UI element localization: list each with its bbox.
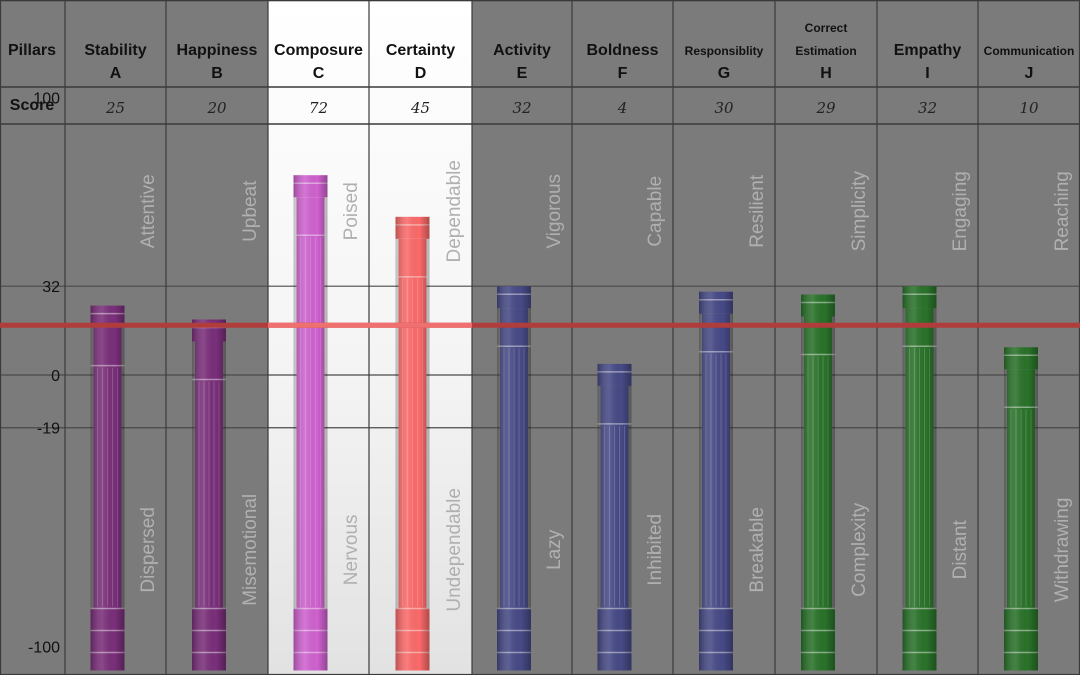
pillar-name-g: Responsiblity bbox=[685, 44, 764, 58]
pillar-letter-j: J bbox=[1025, 65, 1034, 82]
pillar-bar-i bbox=[902, 286, 937, 671]
positive-trait-i: Engaging bbox=[950, 171, 971, 251]
y-tick-label: -19 bbox=[37, 421, 60, 438]
score-h: 29 bbox=[815, 99, 836, 117]
header-table: Pillars Score Stability A 25 Happiness B 20 Comp… bbox=[8, 21, 1074, 117]
pillar-shading bbox=[192, 319, 226, 671]
pillar-letter-f: F bbox=[618, 65, 628, 82]
pillar-bars bbox=[90, 175, 1038, 671]
positive-trait-f: Capable bbox=[645, 176, 666, 247]
score-a: 25 bbox=[105, 99, 125, 117]
pillar-letter-i: I bbox=[925, 65, 929, 82]
pillar-name-h: Estimation bbox=[795, 44, 856, 58]
pillar-bar-d bbox=[395, 216, 430, 671]
trait-labels: Attentive Dispersed Upbeat Misemotional Pois… bbox=[138, 160, 1073, 612]
pillar-bar-a bbox=[90, 305, 125, 671]
negative-trait-c: Nervous bbox=[341, 514, 362, 585]
negative-trait-g: Breakable bbox=[747, 507, 768, 593]
pillar-name-j: Communication bbox=[984, 44, 1075, 58]
pillar-bar-e bbox=[497, 286, 531, 671]
positive-trait-e: Vigorous bbox=[544, 174, 565, 249]
negative-trait-i: Distant bbox=[950, 520, 971, 580]
pillar-shading bbox=[395, 216, 430, 671]
pillar-bar-c bbox=[293, 175, 328, 671]
pillar-name-b: Happiness bbox=[177, 42, 258, 59]
score-d: 45 bbox=[410, 99, 430, 117]
pillar-letter-h: H bbox=[820, 65, 832, 82]
y-axis-ticks: 100 32 0 -19 -100 bbox=[28, 91, 60, 657]
positive-trait-j: Reaching bbox=[1052, 171, 1073, 251]
pillar-name-h: Correct bbox=[805, 21, 848, 35]
positive-trait-g: Resilient bbox=[747, 174, 768, 248]
pillar-name-f: Boldness bbox=[586, 42, 658, 59]
pillar-name-d: Certainty bbox=[386, 42, 455, 59]
pillar-letter-b: B bbox=[211, 65, 223, 82]
score-row-header: Score bbox=[10, 97, 55, 114]
pillar-bar-b bbox=[192, 319, 226, 671]
score-e: 32 bbox=[512, 99, 531, 117]
pillar-shading bbox=[597, 363, 632, 671]
score-g: 30 bbox=[714, 99, 734, 117]
pillar-letter-d: D bbox=[415, 65, 427, 82]
y-tick-label: 32 bbox=[42, 279, 60, 296]
negative-trait-a: Dispersed bbox=[138, 507, 159, 593]
pillar-shading bbox=[902, 286, 937, 671]
positive-trait-c: Poised bbox=[341, 182, 362, 240]
pillar-shading bbox=[801, 294, 835, 671]
score-j: 10 bbox=[1019, 99, 1039, 117]
pillar-shading bbox=[1004, 347, 1038, 671]
y-tick-label: 100 bbox=[33, 91, 60, 108]
positive-trait-a: Attentive bbox=[138, 174, 159, 248]
pillar-shading bbox=[90, 305, 125, 671]
score-f: 4 bbox=[617, 99, 628, 117]
pillar-letter-g: G bbox=[718, 65, 730, 82]
score-c: 72 bbox=[309, 99, 328, 117]
negative-trait-d: Undependable bbox=[444, 488, 465, 612]
pillar-name-i: Empathy bbox=[894, 42, 962, 59]
pillar-name-a: Stability bbox=[84, 42, 146, 59]
pillar-bar-j bbox=[1004, 347, 1038, 671]
pillar-letter-c: C bbox=[313, 65, 325, 82]
negative-trait-j: Withdrawing bbox=[1052, 498, 1073, 603]
pillars-row-header: Pillars bbox=[8, 42, 56, 59]
positive-trait-b: Upbeat bbox=[240, 180, 261, 242]
score-b: 20 bbox=[206, 99, 227, 117]
pillar-bar-g bbox=[699, 291, 733, 671]
pillar-bar-f bbox=[597, 363, 632, 671]
negative-trait-e: Lazy bbox=[544, 529, 565, 570]
negative-trait-f: Inhibited bbox=[645, 514, 666, 586]
pillar-letter-a: A bbox=[110, 65, 122, 82]
score-i: 32 bbox=[918, 99, 937, 117]
pillar-bar-h bbox=[801, 294, 835, 671]
positive-trait-d: Dependable bbox=[444, 160, 465, 262]
negative-trait-b: Misemotional bbox=[240, 494, 261, 606]
pillar-shading bbox=[497, 286, 531, 671]
negative-trait-h: Complexity bbox=[849, 502, 870, 596]
pillar-name-c: Composure bbox=[274, 42, 363, 59]
y-tick-label: 0 bbox=[51, 368, 60, 385]
positive-trait-h: Simplicity bbox=[849, 171, 870, 252]
pillar-shading bbox=[293, 175, 328, 671]
pillar-shading bbox=[699, 291, 733, 671]
pillar-letter-e: E bbox=[517, 65, 528, 82]
y-tick-label: -100 bbox=[28, 640, 60, 657]
pillar-name-e: Activity bbox=[493, 42, 551, 59]
